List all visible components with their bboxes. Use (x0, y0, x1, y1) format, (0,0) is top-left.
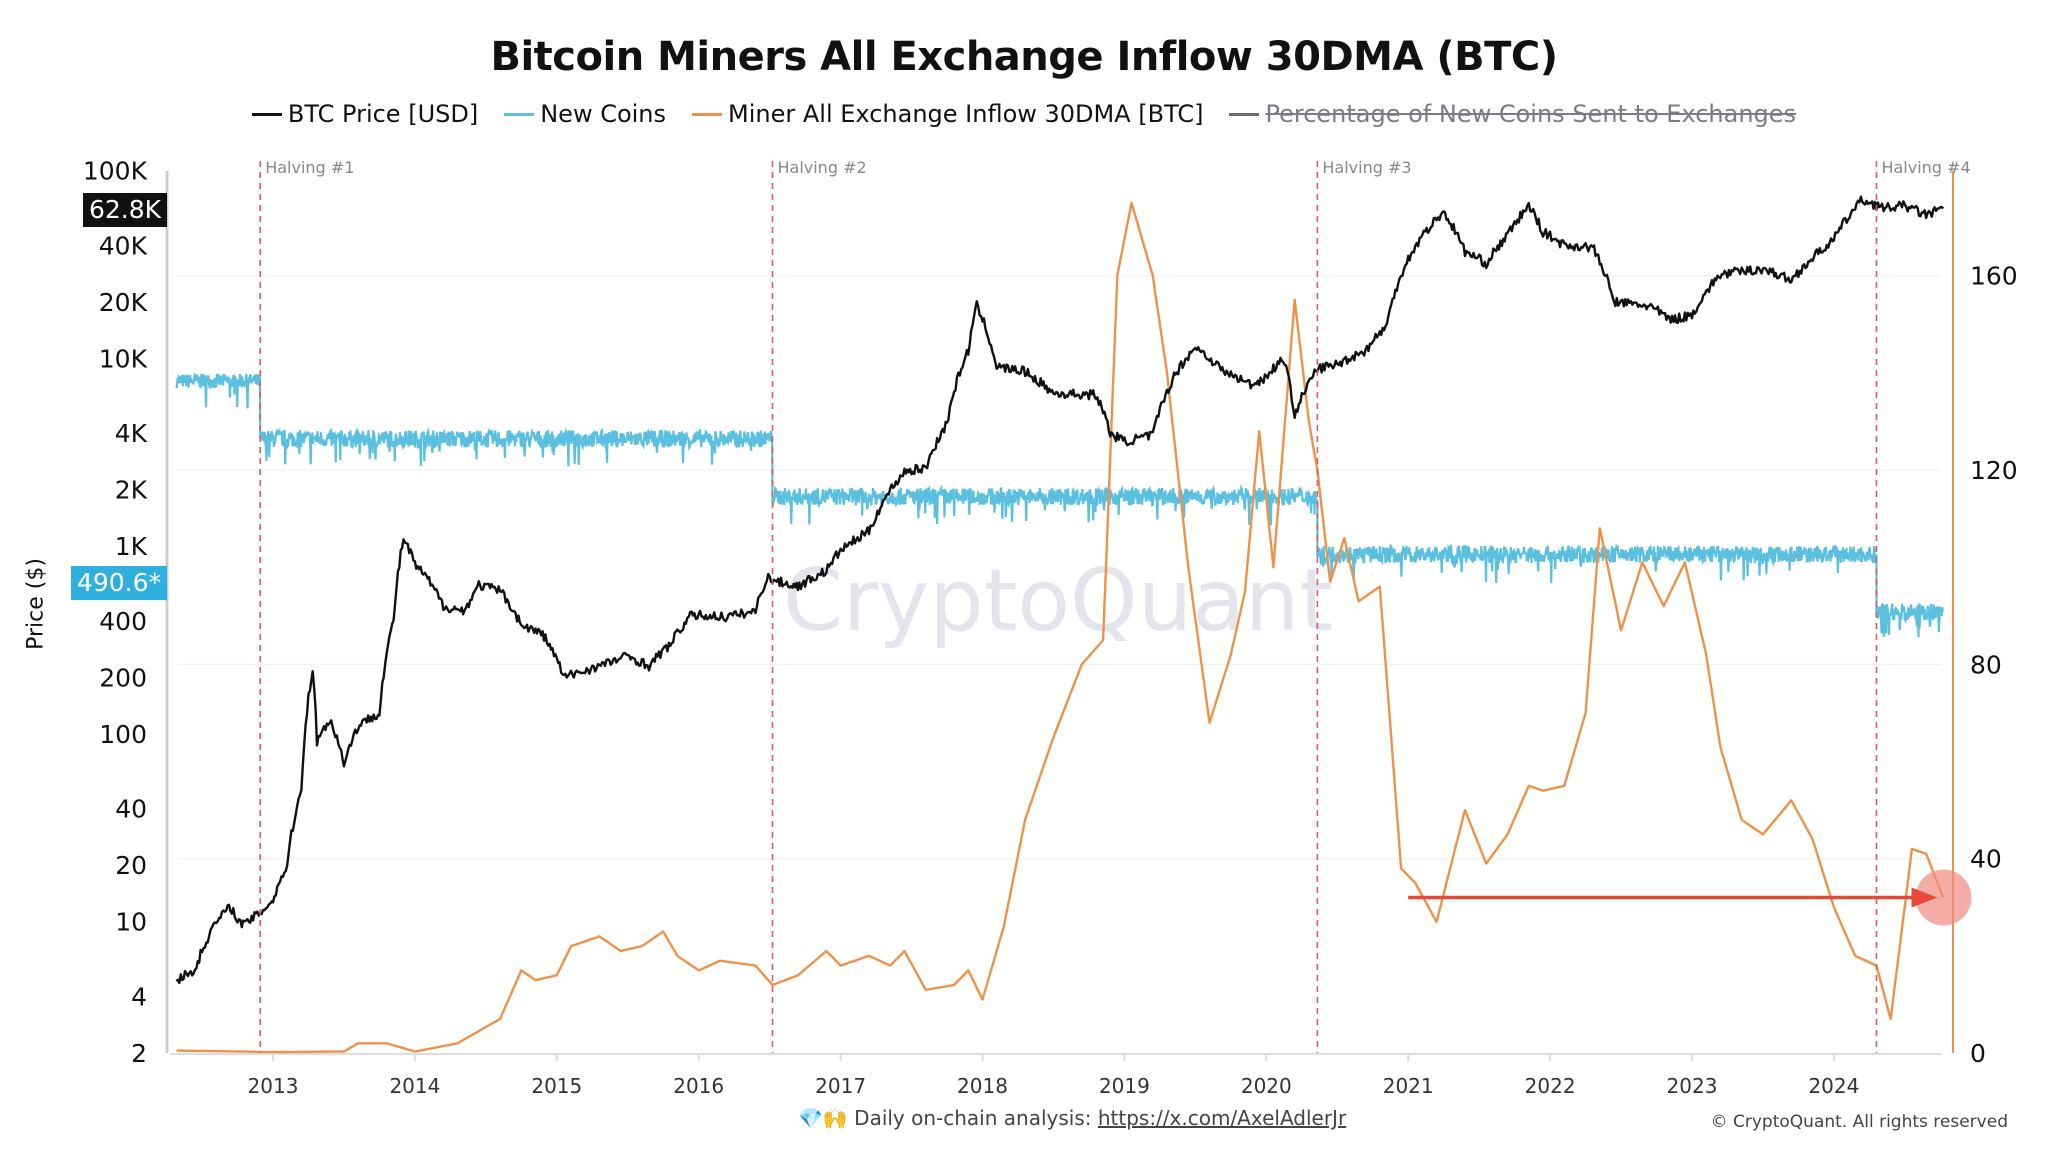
footer-link[interactable]: https://x.com/AxelAdlerJr (1097, 1106, 1347, 1130)
current-price-badge: 62.8K (82, 193, 167, 227)
left-tick-label: 200 (99, 663, 147, 692)
x-tick-label: 2019 (1099, 1074, 1150, 1098)
legend-item-miner-inflow[interactable]: Miner All Exchange Inflow 30DMA [BTC] (692, 100, 1203, 128)
watermark: CryptoQuant (783, 551, 1333, 651)
left-tick-label: 4K (115, 419, 148, 448)
left-tick-label: 40 (115, 795, 147, 824)
series-new-coins (175, 372, 1944, 638)
left-tick-label: 2 (131, 1039, 147, 1068)
left-tick-label: 10K (99, 344, 148, 373)
legend-label: Percentage of New Coins Sent to Exchange… (1265, 100, 1797, 128)
legend-item-btc-price[interactable]: BTC Price [USD] (251, 100, 479, 128)
x-tick-label: 2018 (957, 1074, 1008, 1098)
x-tick-label: 2020 (1241, 1074, 1292, 1098)
copyright: © CryptoQuant. All rights reserved (1710, 1112, 2008, 1132)
x-tick-label: 2023 (1667, 1074, 1718, 1098)
x-tick-label: 2017 (815, 1074, 866, 1098)
y-axis-label: Price ($) (23, 558, 49, 650)
legend-swatch (251, 112, 282, 116)
legend-item-new-coins[interactable]: New Coins (504, 100, 666, 128)
x-tick-label: 2014 (389, 1074, 440, 1098)
x-tick-label: 2016 (673, 1074, 724, 1098)
x-tick-label: 2013 (248, 1074, 299, 1098)
halving-label: Halving #2 (777, 158, 866, 177)
left-tick-label: 4 (131, 982, 147, 1011)
x-tick-label: 2015 (531, 1074, 582, 1098)
arrow-head (1911, 887, 1938, 908)
footer-credit: 💎🙌 Daily on-chain analysis: https://x.co… (798, 1106, 1346, 1130)
left-tick-label: 40K (99, 231, 148, 260)
left-tick-label: 10 (115, 908, 147, 937)
left-tick-label: 20 (115, 851, 147, 880)
right-tick-label: 80 (1970, 650, 2002, 679)
halving-label: Halving #4 (1881, 158, 1970, 177)
chart-title: Bitcoin Miners All Exchange Inflow 30DMA… (490, 34, 1558, 80)
halving-label: Halving #1 (265, 158, 354, 177)
legend-label: New Coins (540, 100, 667, 128)
series-miner-inflow (176, 201, 1945, 1054)
series-btc-price (175, 195, 1945, 985)
left-tick-label: 400 (99, 607, 147, 636)
legend-swatch (692, 112, 723, 116)
halving-label: Halving #3 (1322, 158, 1411, 177)
new-coins-badge: 490.6* (70, 566, 167, 600)
left-tick-label: 20K (99, 288, 148, 317)
legend-swatch (504, 112, 535, 116)
right-tick-label: 120 (1970, 456, 2018, 485)
right-tick-label: 160 (1970, 262, 2018, 291)
left-tick-label: 100K (83, 157, 148, 186)
highlight-circle (1915, 869, 1972, 926)
left-tick-label: 2K (115, 476, 148, 505)
right-tick-label: 0 (1970, 1039, 1986, 1068)
legend-label: Miner All Exchange Inflow 30DMA [BTC] (728, 100, 1204, 128)
left-tick-label: 100 (99, 720, 147, 749)
x-tick-label: 2024 (1808, 1074, 1859, 1098)
right-tick-label: 40 (1970, 845, 2002, 874)
left-tick-label: 1K (115, 532, 148, 561)
legend: BTC Price [USD] New Coins Miner All Exch… (0, 100, 2048, 128)
footer-prefix: 💎🙌 Daily on-chain analysis: (798, 1106, 1098, 1130)
legend-swatch (1229, 112, 1260, 116)
legend-item-percentage-new-coins[interactable]: Percentage of New Coins Sent to Exchange… (1229, 100, 1796, 128)
x-tick-label: 2022 (1525, 1074, 1576, 1098)
x-tick-label: 2021 (1383, 1074, 1434, 1098)
legend-label: BTC Price [USD] (287, 100, 479, 128)
